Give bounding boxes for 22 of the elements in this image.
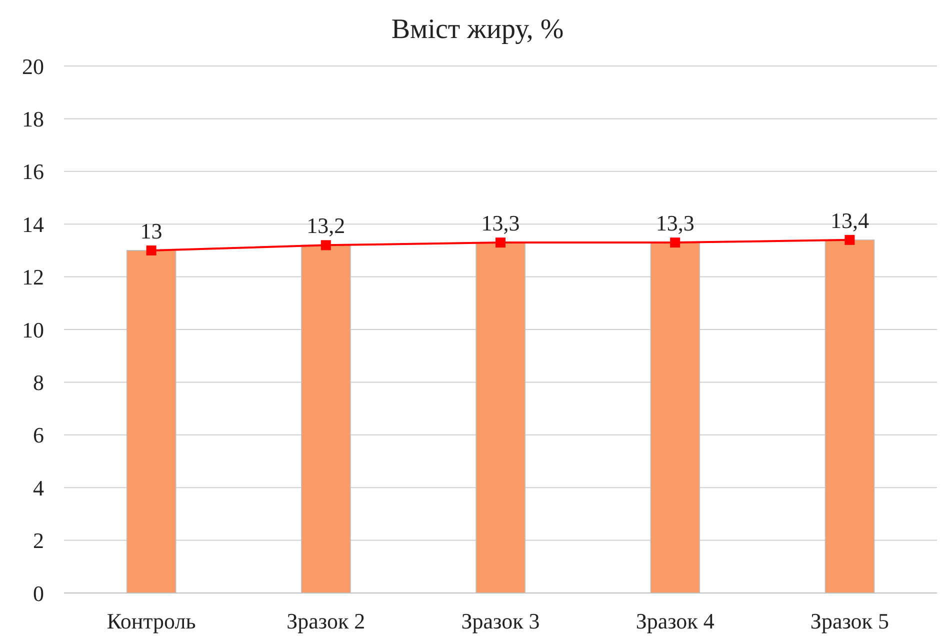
y-tick-label: 0 bbox=[33, 580, 44, 606]
x-tick-label: Контроль bbox=[106, 608, 196, 634]
y-tick-label: 2 bbox=[33, 528, 44, 554]
y-tick-label: 4 bbox=[33, 475, 44, 500]
x-tick-label: Зразок 4 bbox=[636, 608, 714, 634]
x-tick-label: Зразок 2 bbox=[286, 608, 366, 634]
y-tick-label: 20 bbox=[22, 54, 44, 79]
y-tick-label: 14 bbox=[22, 212, 44, 237]
y-tick-label: 12 bbox=[22, 264, 44, 290]
data-label: 13,3 bbox=[481, 210, 520, 236]
y-tick-label: 16 bbox=[22, 159, 44, 184]
data-label: 13,4 bbox=[830, 208, 869, 233]
x-tick-label: Зразок 5 bbox=[810, 608, 889, 634]
data-label: 13,2 bbox=[306, 213, 346, 238]
y-tick-label: 6 bbox=[33, 422, 44, 448]
y-tick-label: 8 bbox=[33, 370, 44, 396]
x-tick-label: Зразок 3 bbox=[461, 608, 540, 634]
data-label: 13,3 bbox=[656, 210, 694, 236]
y-tick-label: 18 bbox=[22, 106, 44, 132]
data-label: 13 bbox=[140, 218, 162, 244]
chart-title: Вміст жиру, % bbox=[390, 13, 565, 47]
y-tick-label: 10 bbox=[22, 317, 44, 342]
